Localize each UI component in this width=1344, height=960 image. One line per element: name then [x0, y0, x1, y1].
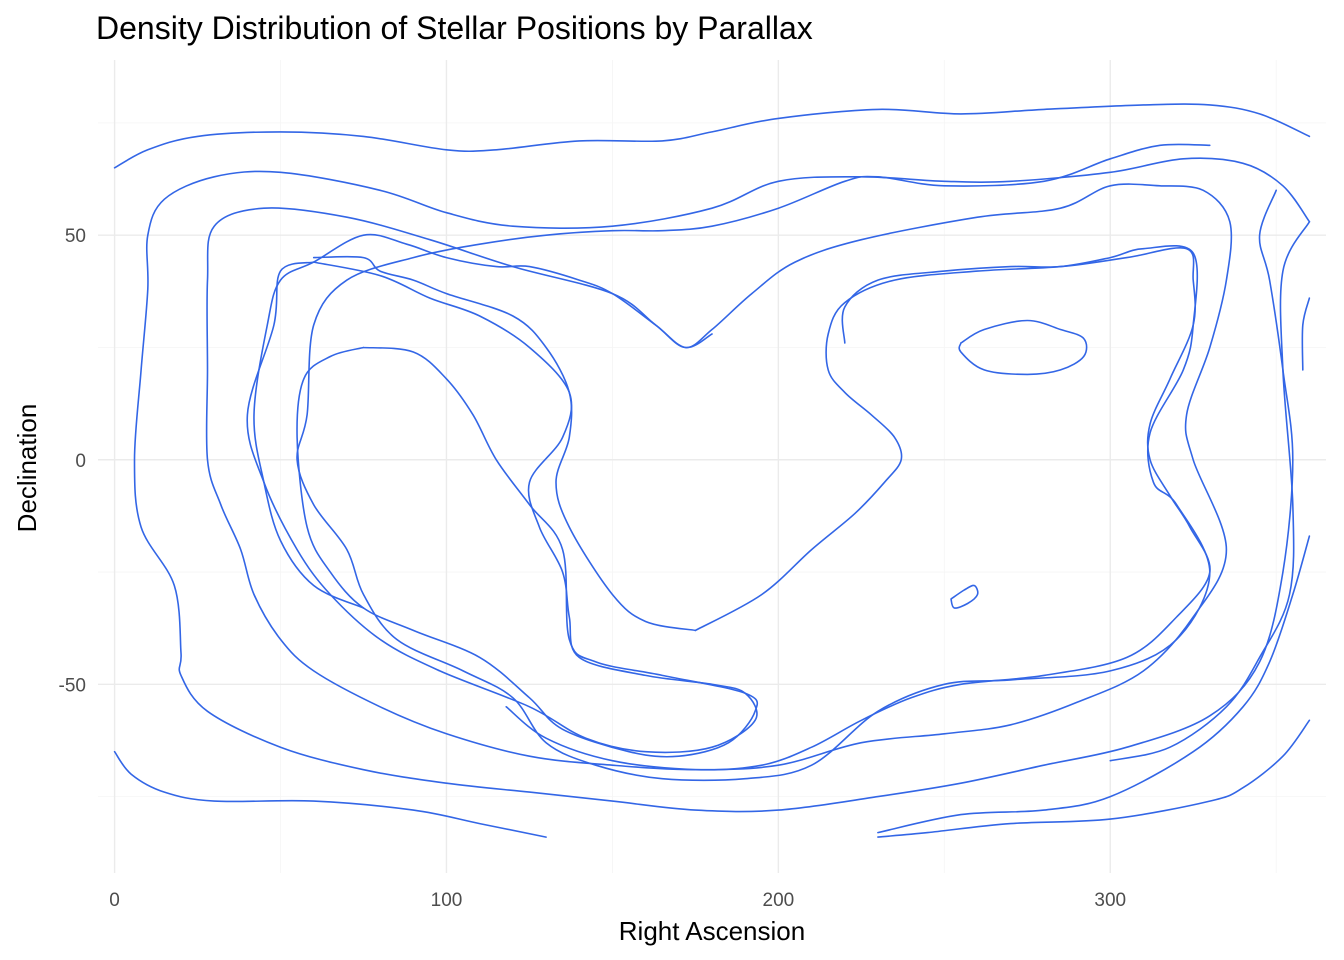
x-tick-label: 100 — [431, 890, 463, 911]
contour-line-level-2 — [133, 157, 1311, 813]
y-tick-label: -50 — [59, 675, 86, 696]
tick-labels: 0 100 200 300 -50 0 50 — [59, 226, 1127, 911]
contour-line-level-2 — [1109, 220, 1311, 762]
contour-line-level-5 — [505, 247, 1211, 771]
contour-line-level-3 — [205, 183, 1233, 771]
contour-line-level-4 — [296, 143, 1211, 782]
x-tick-label: 200 — [763, 890, 795, 911]
contour-line-level-5 — [253, 233, 713, 609]
contour-line-level-1 — [113, 103, 1311, 169]
y-tick-label: 0 — [75, 451, 86, 472]
y-tick-label: 50 — [65, 226, 86, 247]
grid-layer — [98, 60, 1326, 873]
chart-title: Density Distribution of Stellar Position… — [96, 10, 813, 46]
x-tick-label: 300 — [1094, 890, 1126, 911]
contour-line-level-1 — [877, 719, 1311, 838]
contour-line-level-6 — [958, 319, 1088, 376]
x-axis-title: Right Ascension — [619, 916, 805, 946]
contour-layer — [113, 103, 1311, 838]
contour-line-level-6 — [950, 584, 979, 609]
contour-line-level-5 — [312, 255, 697, 632]
contour-line-level-1 — [1301, 297, 1311, 371]
contour-line-level-4 — [246, 261, 758, 754]
contour-line-level-5 — [296, 346, 759, 758]
y-axis-title: Declination — [12, 404, 42, 533]
contour-line-level-1 — [113, 750, 547, 838]
x-tick-label: 0 — [109, 890, 120, 911]
contour-line-level-1 — [877, 535, 1311, 834]
